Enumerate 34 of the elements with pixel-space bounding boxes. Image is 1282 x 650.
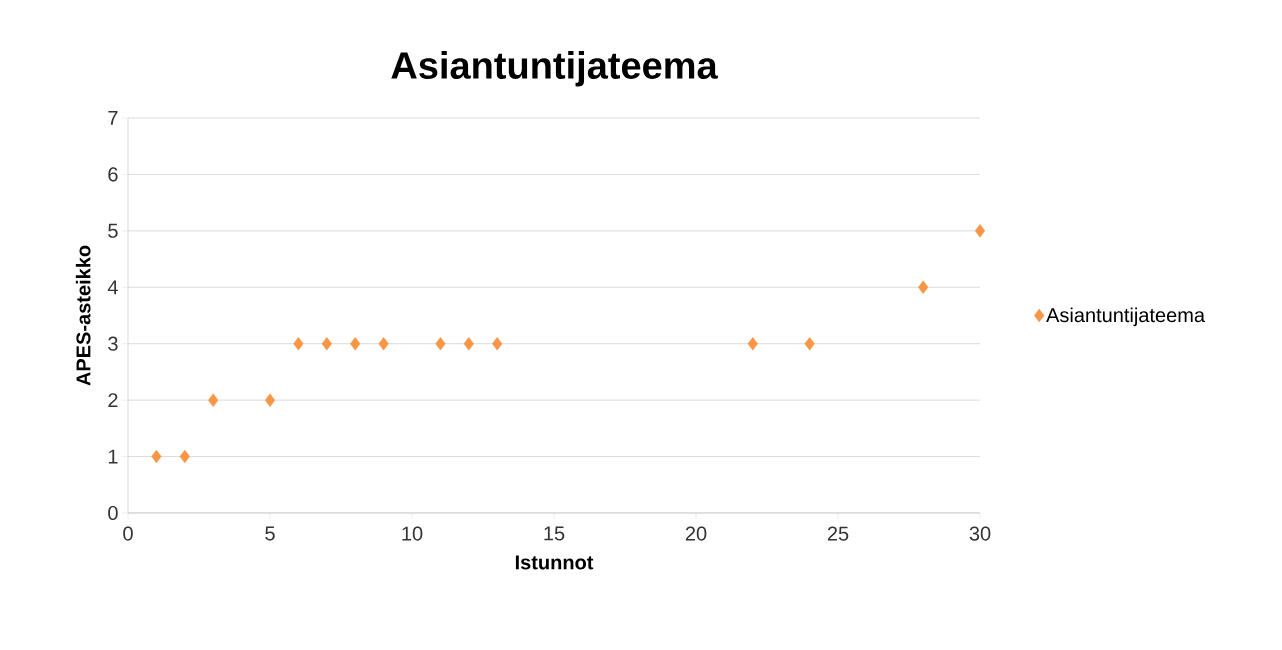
point (264, 393, 276, 407)
y-tick-label: 6 (108, 167, 118, 182)
y-tick-label: 5 (108, 223, 118, 238)
point (151, 449, 162, 464)
point (378, 337, 389, 351)
y-tick-label: 4 (107, 280, 118, 295)
chart-title: Asiantuntijateema (391, 51, 718, 87)
point (208, 393, 219, 407)
y-tick-label: 0 (108, 505, 118, 521)
point (463, 337, 474, 351)
x-tick-label: 20 (685, 526, 707, 541)
x-tick-label: 30 (969, 526, 991, 541)
x-tick-label: 5 (265, 526, 275, 541)
point (747, 337, 758, 351)
x-tick-label: 0 (123, 526, 133, 541)
x-tick-label: 10 (402, 526, 423, 541)
x-tick-label: 25 (827, 526, 849, 541)
point (350, 337, 361, 351)
point (293, 337, 304, 351)
y-tick-label: 7 (108, 111, 118, 125)
point (974, 224, 986, 238)
point (435, 337, 446, 351)
y-tick-label: 3 (108, 336, 118, 351)
legend-label: Asiantuntijateema (1046, 307, 1206, 327)
y-tick-label: 2 (108, 393, 118, 408)
x-axis-title: Istunnot (515, 555, 594, 570)
y-tick-label: 1 (108, 449, 118, 464)
point (492, 337, 503, 351)
point (918, 280, 929, 294)
point (804, 337, 815, 351)
point (179, 449, 190, 464)
point (321, 337, 332, 351)
y-axis-title: APES-asteikko (75, 245, 91, 386)
x-tick-label: 15 (544, 526, 565, 541)
